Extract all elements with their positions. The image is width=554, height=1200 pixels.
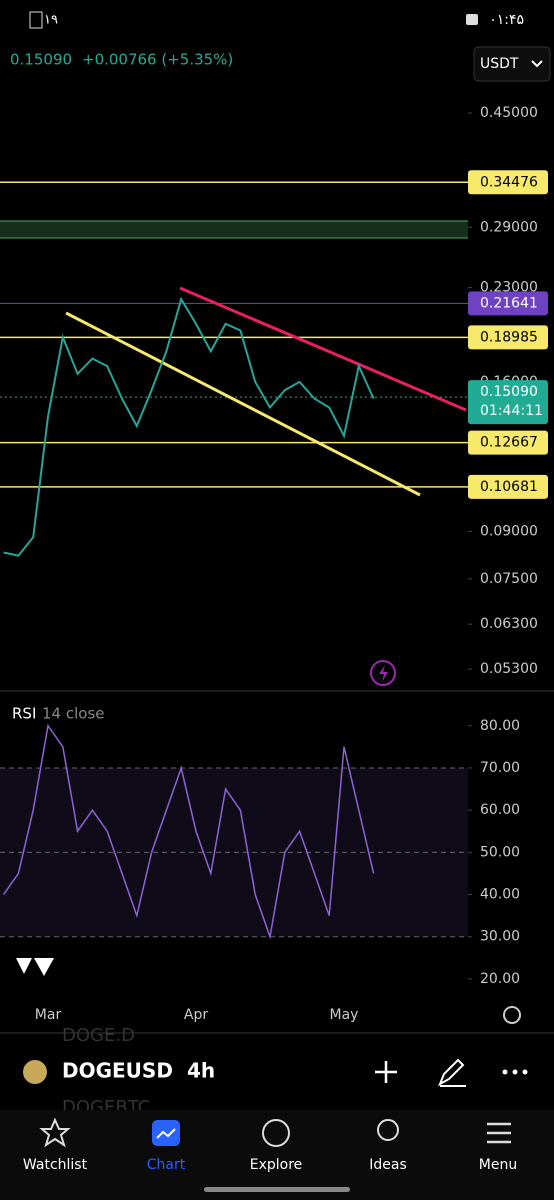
chart-glyph <box>156 1128 176 1139</box>
level-label: 0.21641 <box>480 295 538 311</box>
symbol[interactable]: DOGEUSD <box>62 1059 173 1083</box>
level-box <box>468 474 548 499</box>
x-tick-label: May <box>330 1007 359 1023</box>
lock-icon <box>466 14 478 25</box>
ideas-icon[interactable] <box>377 1119 399 1141</box>
home-indicator <box>204 1187 350 1192</box>
trendline <box>65 311 421 497</box>
price-line <box>3 296 375 557</box>
zone <box>0 221 468 238</box>
y-tick-label: 60.00 <box>480 802 520 818</box>
battery-level: ۱۹ <box>44 13 58 28</box>
y-tick-label: 50.00 <box>480 844 520 860</box>
chart-icon[interactable] <box>152 1120 180 1146</box>
settings-icon[interactable] <box>503 1006 521 1024</box>
currency[interactable]: USDT <box>480 56 519 72</box>
last-price: 0.15090 <box>10 51 72 69</box>
rsi-params: 14 close <box>42 705 105 723</box>
level-label: 0.12667 <box>480 435 538 451</box>
add-button[interactable] <box>375 1061 397 1083</box>
y-tick-label: 0.29000 <box>480 219 538 235</box>
interval[interactable]: 4h <box>187 1059 215 1083</box>
symbol-icon <box>23 1060 47 1084</box>
x-tick-label: Apr <box>184 1007 208 1023</box>
y-tick-label: 40.00 <box>480 887 520 903</box>
countdown: 01:44:11 <box>480 403 543 419</box>
x-tick-label: Mar <box>35 1007 62 1023</box>
level-box <box>468 325 548 350</box>
level-box <box>468 430 548 455</box>
y-tick-label: 30.00 <box>480 929 520 945</box>
level-box <box>468 170 548 195</box>
battery-icon <box>29 11 43 29</box>
price-change: +0.00766 (+5.35%) <box>82 51 233 69</box>
y-tick-label: 0.45000 <box>480 105 538 121</box>
chevron <box>531 60 543 68</box>
y-tick-label: 0.09000 <box>480 523 538 539</box>
level-box <box>468 291 548 316</box>
nav-label[interactable]: Ideas <box>369 1157 407 1173</box>
logo <box>16 958 54 976</box>
trendline <box>179 286 467 412</box>
level-label: 0.34476 <box>480 174 538 190</box>
y-tick-label: 20.00 <box>480 971 520 987</box>
draw-button[interactable] <box>438 1058 466 1087</box>
y-tick-label: 0.05300 <box>480 661 538 677</box>
y-tick-label: 70.00 <box>480 760 520 776</box>
nav-label[interactable]: Explore <box>250 1157 303 1173</box>
bolt <box>379 665 388 682</box>
rsi-line <box>2 723 375 940</box>
more-button[interactable] <box>502 1069 528 1075</box>
current-price: 0.15090 <box>480 384 538 400</box>
watchlist-icon[interactable] <box>39 1117 71 1148</box>
level-label: 0.18985 <box>480 329 538 345</box>
menu-icon[interactable] <box>487 1122 511 1144</box>
alert-icon[interactable] <box>370 660 396 686</box>
currency-button[interactable] <box>473 46 551 82</box>
explore-icon[interactable] <box>262 1119 290 1147</box>
y-tick-label: 80.00 <box>480 718 520 734</box>
nav-bar <box>0 1110 554 1200</box>
y-tick-label: 0.06300 <box>480 616 538 632</box>
nav-label[interactable]: Menu <box>479 1157 517 1173</box>
y-tick-label: 0.07500 <box>480 571 538 587</box>
current-price-box <box>468 380 548 425</box>
clock: ۰۱:۴۵ <box>489 12 524 28</box>
nav-label[interactable]: Watchlist <box>23 1157 88 1173</box>
level-label: 0.10681 <box>480 479 538 495</box>
symbol-behind: DOGE.D <box>62 1025 135 1046</box>
nav-label[interactable]: Chart <box>147 1157 186 1173</box>
rsi-title: RSI <box>12 705 36 723</box>
